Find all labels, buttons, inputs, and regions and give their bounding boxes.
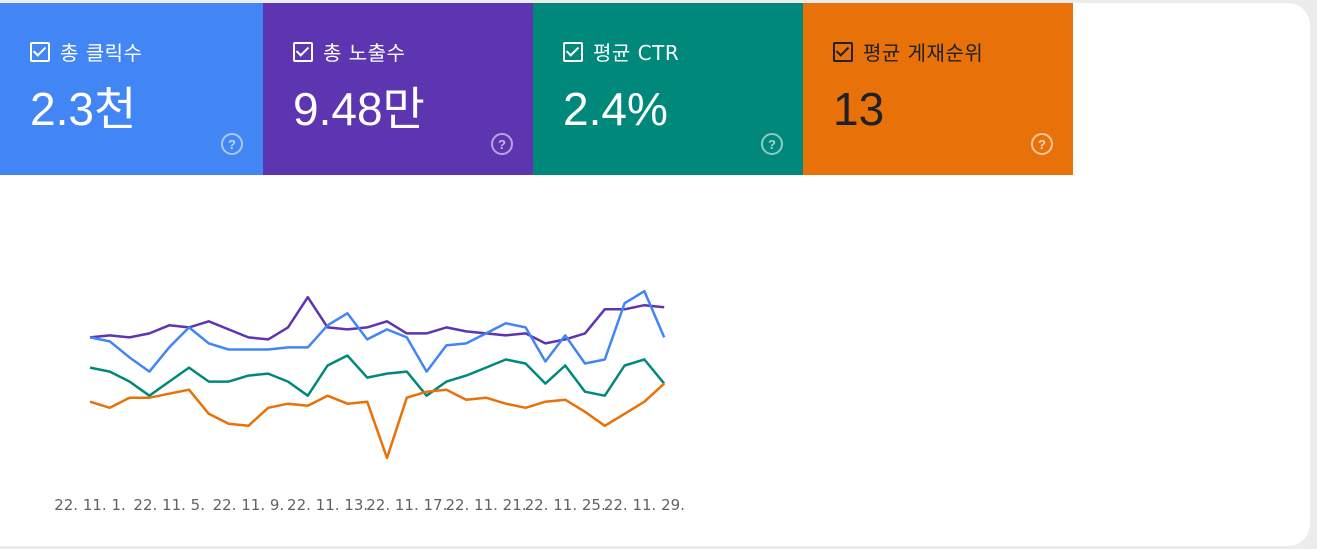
x-tick-label: 22. 11. 17.: [366, 496, 447, 514]
help-icon[interactable]: ?: [761, 133, 783, 155]
metric-total-impressions[interactable]: 총 노출수 9.48만 ?: [263, 3, 533, 175]
metric-average-position[interactable]: 평균 게재순위 13 ?: [803, 3, 1073, 175]
x-tick-label: 22. 11. 9.: [213, 496, 285, 514]
checkbox-icon[interactable]: [563, 41, 583, 62]
metric-value: 9.48만: [293, 83, 425, 135]
metric-label: 총 클릭수: [60, 41, 143, 65]
metric-value: 2.3천: [30, 83, 137, 135]
metric-total-clicks[interactable]: 총 클릭수 2.3천 ?: [0, 3, 263, 175]
series-line-3[interactable]: [89, 382, 666, 460]
metric-header[interactable]: 총 클릭수: [30, 37, 142, 66]
metric-value: 2.4%: [563, 83, 668, 135]
metric-label: 평균 게재순위: [863, 41, 984, 65]
metric-label: 총 노출수: [323, 41, 406, 65]
metric-header[interactable]: 총 노출수: [293, 37, 405, 66]
series-line-2[interactable]: [89, 354, 666, 397]
checkbox-icon[interactable]: [833, 41, 853, 62]
metric-average-ctr[interactable]: 평균 CTR 2.4% ?: [533, 3, 803, 175]
series-line-0[interactable]: [89, 295, 665, 345]
x-tick-label: 22. 11. 29.: [604, 496, 685, 514]
help-icon[interactable]: ?: [1031, 133, 1053, 155]
metric-header[interactable]: 평균 CTR: [563, 37, 679, 66]
metric-tiles: 총 클릭수 2.3천 ? 총 노출수 9.48만 ? 평균 CTR 2.4% ?…: [0, 3, 1073, 175]
x-tick-label: 22. 11. 1.: [54, 496, 126, 514]
help-icon[interactable]: ?: [491, 133, 513, 155]
series-line-1[interactable]: [89, 289, 666, 373]
metric-header[interactable]: 평균 게재순위: [833, 37, 983, 66]
checkbox-icon[interactable]: [30, 41, 50, 62]
x-tick-label: 22. 11. 21.: [445, 496, 526, 514]
checkbox-icon[interactable]: [293, 41, 313, 62]
metric-value: 13: [833, 83, 885, 135]
x-tick-label: 22. 11. 13.: [287, 496, 368, 514]
help-icon[interactable]: ?: [221, 133, 243, 155]
x-tick-label: 22. 11. 5.: [133, 496, 205, 514]
x-tick-label: 22. 11. 25.: [525, 496, 606, 514]
metric-label: 평균 CTR: [593, 41, 680, 65]
